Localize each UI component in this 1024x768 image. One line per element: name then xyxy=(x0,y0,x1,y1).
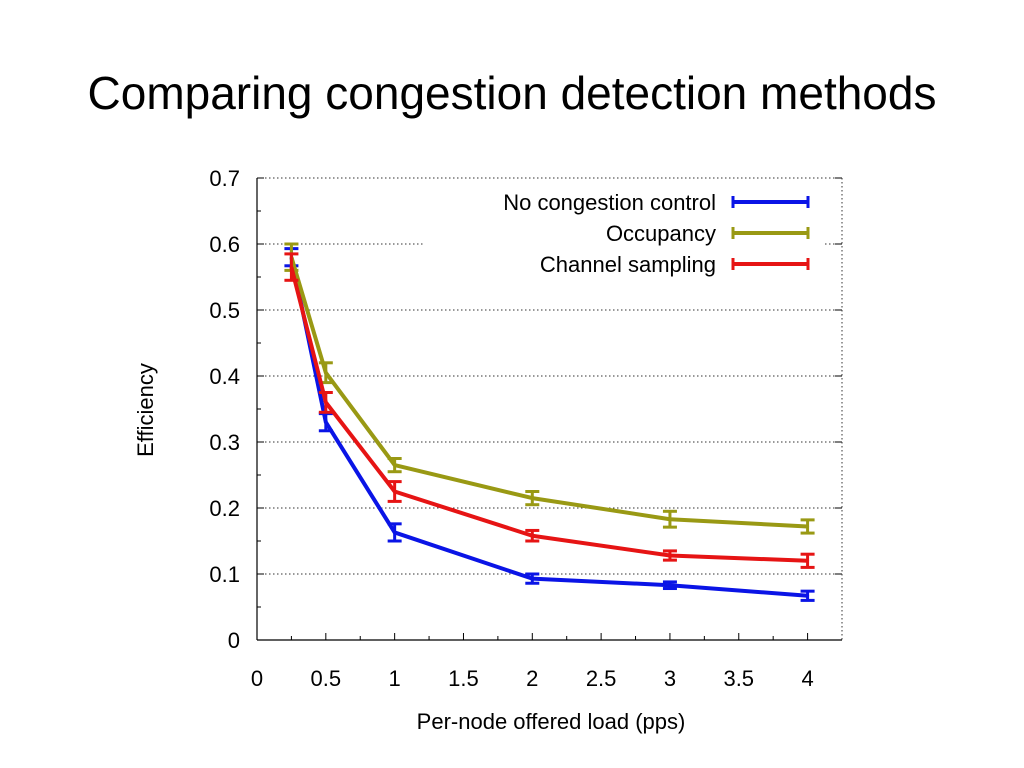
legend-label: Channel sampling xyxy=(540,252,716,277)
y-tick-label: 0 xyxy=(228,628,240,653)
data-point xyxy=(530,496,534,500)
data-point xyxy=(324,371,328,375)
data-point xyxy=(806,559,810,563)
tick-labels: 0 0.1 0.2 0.3 0.4 0.5 0.6 0.7 0 0.5 1 1.5 2 2.5 3 3.5 4 xyxy=(209,166,813,691)
data-point xyxy=(393,490,397,493)
data-point xyxy=(530,577,534,581)
y-tick-label: 0.3 xyxy=(209,430,240,455)
x-tick-label: 2.5 xyxy=(586,666,617,691)
legend-label: No congestion control xyxy=(503,190,716,215)
x-tick-label: 1 xyxy=(389,666,401,691)
y-tick-label: 0.4 xyxy=(209,364,240,389)
x-tick-label: 0 xyxy=(251,666,263,691)
legend: No congestion control Occupancy Channel sa… xyxy=(503,190,810,277)
data-point xyxy=(324,400,328,404)
x-tick-label: 0.5 xyxy=(311,666,342,691)
data-point xyxy=(324,420,328,424)
data-point xyxy=(668,517,672,521)
series-layer xyxy=(284,242,815,602)
series-line xyxy=(289,256,808,529)
data-point xyxy=(393,463,397,467)
series-1 xyxy=(284,242,815,535)
y-tick-label: 0.7 xyxy=(209,166,240,191)
y-tick-label: 0.5 xyxy=(209,298,240,323)
series-2 xyxy=(284,252,815,569)
x-tick-label: 4 xyxy=(801,666,813,691)
slide-title: Comparing congestion detection methods xyxy=(87,67,937,119)
x-tick-label: 3 xyxy=(664,666,676,691)
data-point xyxy=(530,534,534,538)
x-tick-label: 1.5 xyxy=(448,666,479,691)
series-line xyxy=(289,266,808,563)
data-point xyxy=(393,530,397,534)
data-point xyxy=(289,265,293,269)
data-point xyxy=(806,524,810,528)
series-line xyxy=(289,256,808,598)
y-tick-label: 0.2 xyxy=(209,496,240,521)
x-axis-label: Per-node offered load (pps) xyxy=(417,709,686,734)
data-point xyxy=(668,583,672,587)
y-axis-label: Efficiency xyxy=(133,363,158,457)
y-tick-label: 0.6 xyxy=(209,232,240,257)
x-tick-label: 2 xyxy=(526,666,538,691)
data-point xyxy=(668,554,672,558)
axes xyxy=(256,177,843,641)
data-point xyxy=(806,594,810,598)
legend-label: Occupancy xyxy=(606,221,716,246)
y-tick-label: 0.1 xyxy=(209,562,240,587)
x-tick-label: 3.5 xyxy=(723,666,754,691)
